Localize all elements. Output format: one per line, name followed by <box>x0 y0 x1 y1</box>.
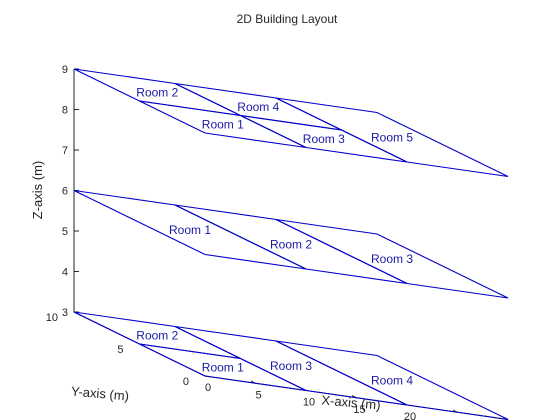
room-outline <box>275 218 509 299</box>
room-label: Room 3 <box>270 359 312 373</box>
room-label: Room 2 <box>270 237 312 251</box>
z-tick-label: 9 <box>62 64 68 76</box>
room-label: Room 4 <box>371 373 413 387</box>
room-label: Room 2 <box>136 328 178 342</box>
y-tick-label: 10 <box>46 312 58 324</box>
x-tick-label: 0 <box>205 382 211 394</box>
z-tick-label: 3 <box>62 307 68 319</box>
x-tick-label: 15 <box>353 404 365 416</box>
y-tick-label: 5 <box>117 344 123 356</box>
x-tick-label: 10 <box>303 397 315 409</box>
room-label: Room 1 <box>202 117 244 131</box>
room-outline <box>275 97 509 178</box>
y-axis-label: Y-axis (m) <box>70 384 129 404</box>
z-tick-label: 7 <box>62 145 68 157</box>
floor-3: Room 1 Room 2 Room 3 Room 4 Room 5 <box>73 68 509 178</box>
room-label: Room 4 <box>237 100 279 114</box>
z-axis-label: Z-axis (m) <box>30 161 45 220</box>
y-tick-label: 0 <box>183 376 189 388</box>
floor-1: Room 1 Room 2 Room 3 Room 4 <box>73 311 509 420</box>
z-tick-label: 8 <box>62 105 68 117</box>
x-tick-label: 5 <box>255 389 261 401</box>
chart-title: 2D Building Layout <box>237 12 338 26</box>
floor-2: Room 1 Room 2 Room 3 <box>73 189 509 299</box>
room-label: Room 3 <box>371 252 413 266</box>
x-tick-label: 20 <box>404 411 416 420</box>
room-label: Room 2 <box>136 85 178 99</box>
z-tick-label: 4 <box>62 267 68 279</box>
room-label: Room 1 <box>202 360 244 374</box>
room-label: Room 3 <box>303 132 345 146</box>
room-label: Room 5 <box>371 130 413 144</box>
z-tick-label: 5 <box>62 226 68 238</box>
room-outline <box>275 340 509 420</box>
x-axis-label: X-axis (m) <box>321 392 381 412</box>
z-tick-label: 6 <box>62 186 68 198</box>
x-tick-label: 25 <box>454 418 466 420</box>
room-label: Room 1 <box>169 223 211 237</box>
